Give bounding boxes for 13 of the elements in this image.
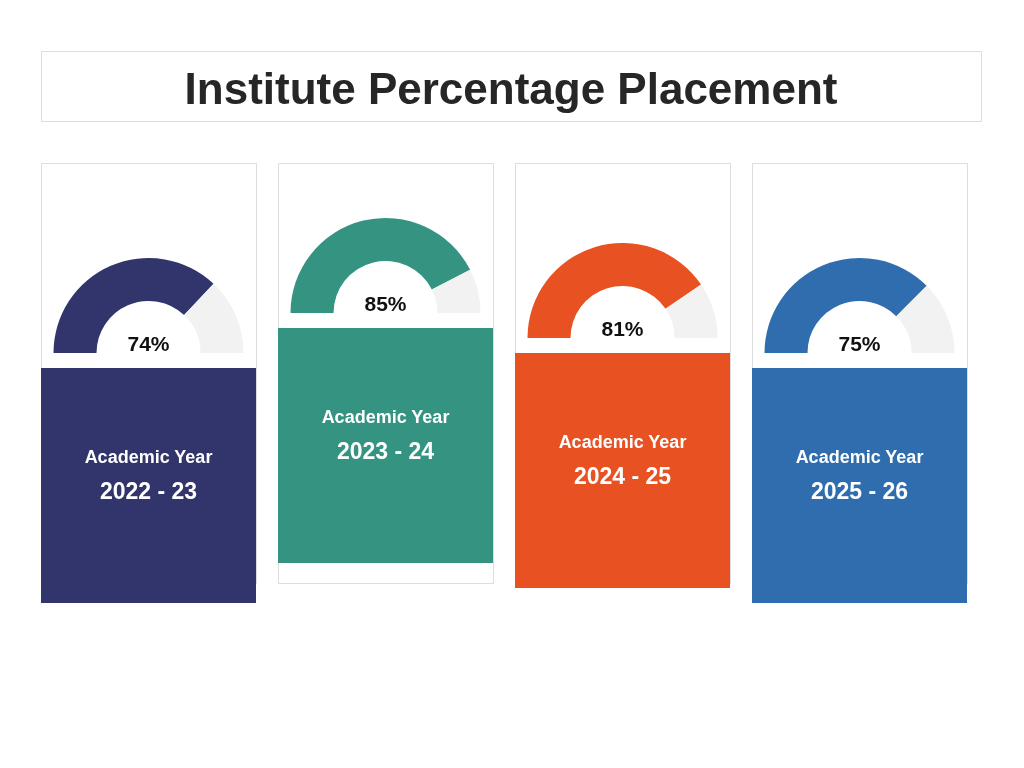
data-label: 75% (838, 332, 881, 355)
text: Academic Year (84, 447, 213, 467)
data-label: 74% (127, 332, 170, 355)
text: Institute Percentage Placement (184, 64, 838, 113)
text: Academic Year (558, 432, 687, 452)
text: Academic Year (795, 447, 924, 467)
text: 2025 - 26 (810, 478, 909, 504)
text: Academic Year (321, 407, 450, 427)
text: 2023 - 24 (336, 438, 435, 464)
data-label: 81% (601, 317, 644, 340)
text: 2022 - 23 (99, 478, 198, 504)
text: 2024 - 25 (573, 463, 672, 489)
data-label: 85% (364, 292, 407, 315)
